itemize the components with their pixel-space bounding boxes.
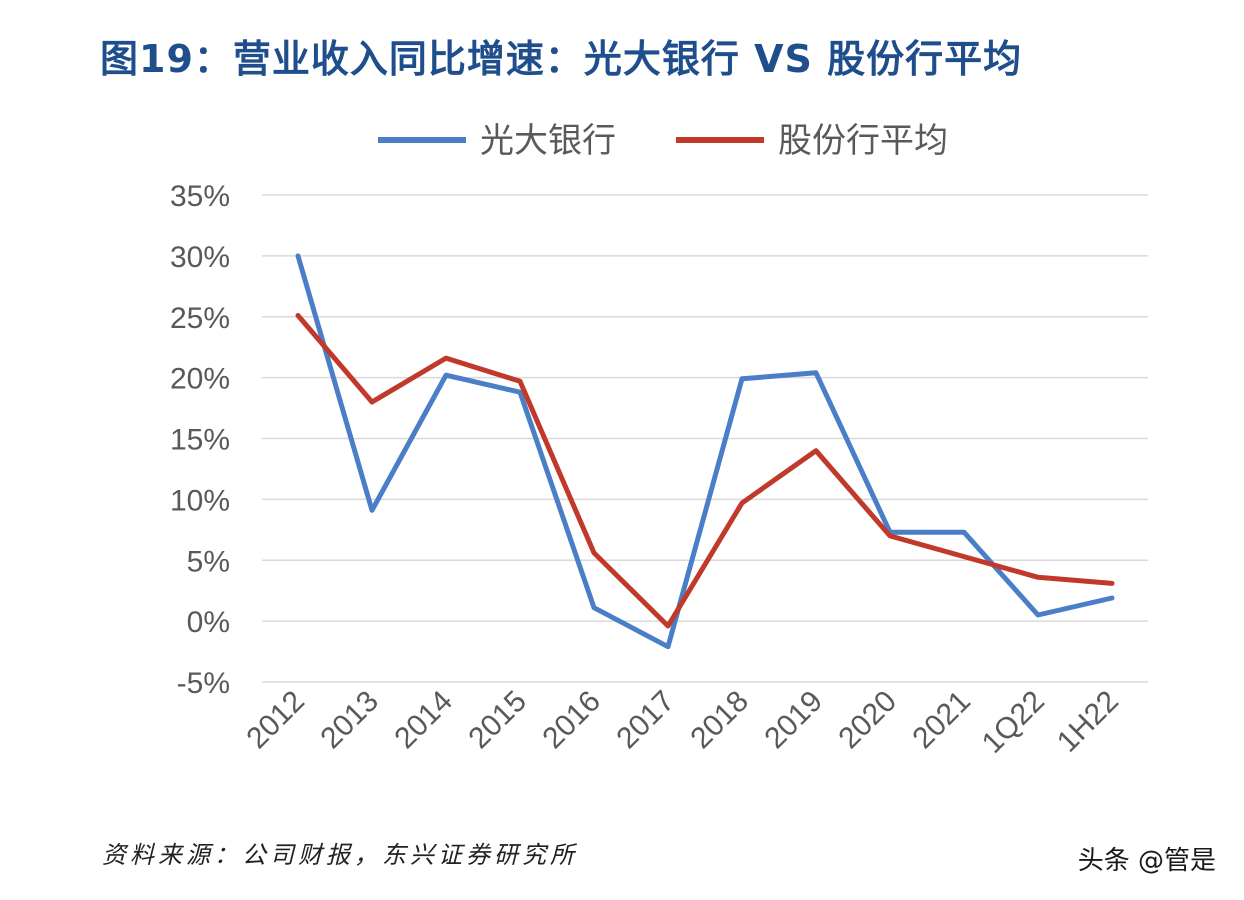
- x-axis-ticks: 2012 2013 2014 2015 2016 2017 2018 2019 2020 2021…: [240, 685, 1125, 760]
- series-line-0: [295, 253, 1115, 650]
- x-tick-label: 2013: [314, 685, 385, 756]
- x-tick-label: 2021: [906, 685, 977, 756]
- chart-title: 图19：营业收入同比增速：光大银行 VS 股份行平均: [100, 37, 1023, 81]
- x-tick-label: 1Q22: [976, 685, 1051, 760]
- x-tick-label: 2019: [758, 685, 829, 756]
- x-tick-label: 2020: [832, 685, 903, 756]
- chart-legend: 光大银行 股份行平均: [378, 121, 948, 161]
- series-line-1: [295, 313, 1115, 629]
- source-note: 资料来源：公司财报，东兴证券研究所: [102, 841, 578, 869]
- y-tick-label: -5%: [177, 667, 230, 700]
- y-tick-label: 5%: [187, 545, 230, 578]
- y-tick-label: 35%: [170, 180, 230, 213]
- y-tick-label: 30%: [170, 241, 230, 274]
- chart-gridlines: [262, 194, 1148, 683]
- y-tick-label: 25%: [170, 302, 230, 335]
- x-tick-label: 2017: [610, 685, 681, 756]
- y-tick-label: 0%: [187, 606, 230, 639]
- watermark: 头条 @管是: [1077, 846, 1216, 876]
- x-tick-label: 1H22: [1051, 685, 1125, 759]
- x-tick-label: 2014: [388, 685, 459, 756]
- legend-label-0: 光大银行: [480, 121, 616, 161]
- line-chart: 光大银行 股份行平均 -5% 0% 5% 10% 15% 20% 25% 30% 35% 2012…: [170, 121, 1148, 760]
- x-tick-label: 2012: [240, 685, 311, 756]
- x-tick-label: 2015: [462, 685, 533, 756]
- x-tick-label: 2018: [684, 685, 755, 756]
- y-tick-label: 10%: [170, 484, 230, 517]
- legend-label-1: 股份行平均: [778, 121, 948, 161]
- x-tick-label: 2016: [536, 685, 607, 756]
- y-axis-ticks: -5% 0% 5% 10% 15% 20% 25% 30% 35%: [170, 180, 230, 700]
- y-tick-label: 15%: [170, 424, 230, 457]
- y-tick-label: 20%: [170, 363, 230, 396]
- chart-series: [295, 253, 1115, 650]
